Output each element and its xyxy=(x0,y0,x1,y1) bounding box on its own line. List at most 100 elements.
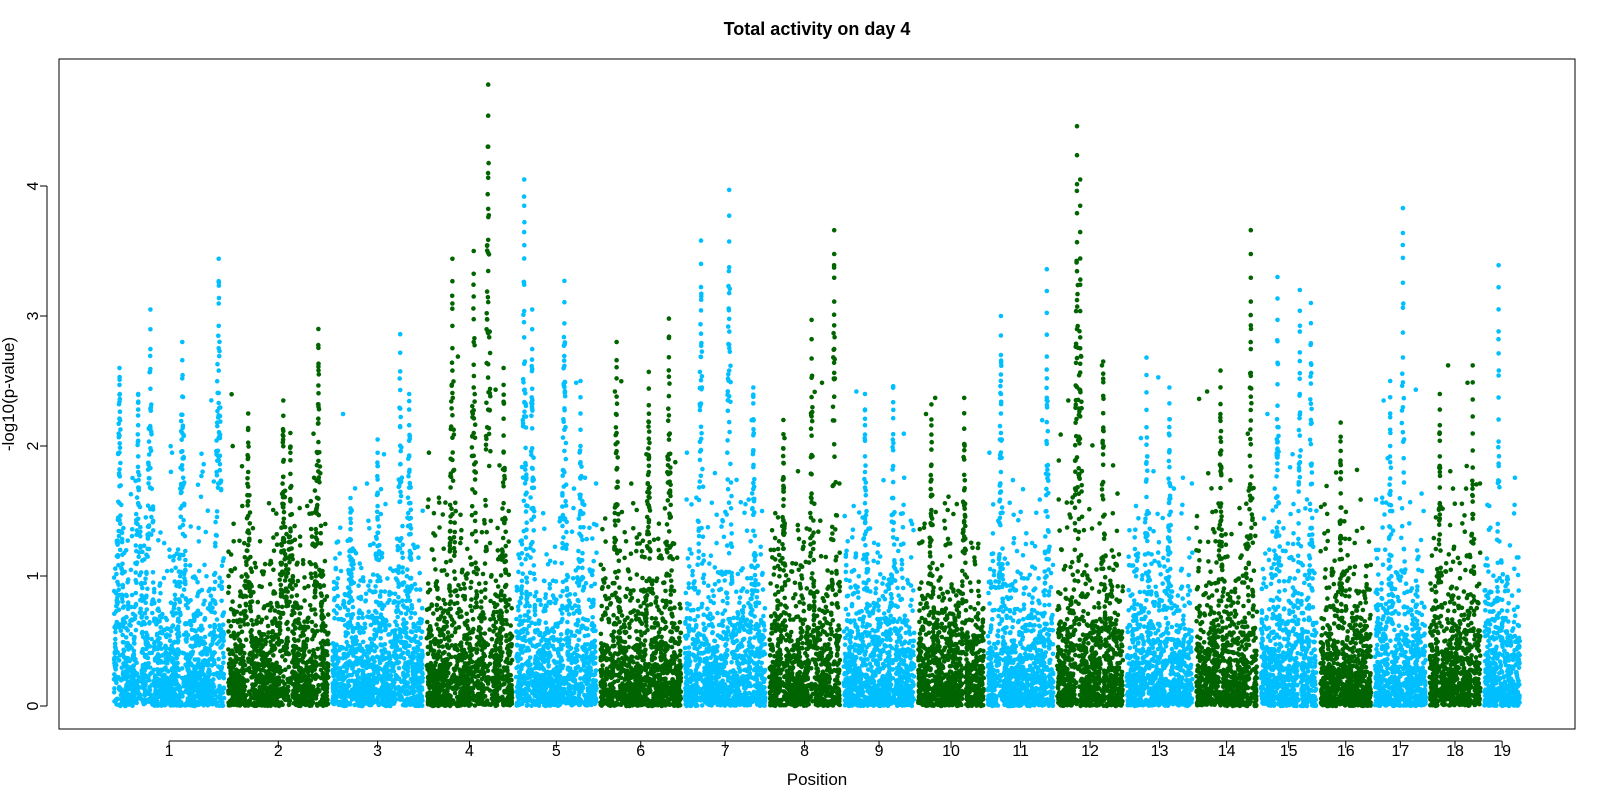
data-point xyxy=(194,633,200,639)
data-point xyxy=(200,639,205,644)
data-point xyxy=(405,635,411,640)
data-point xyxy=(158,590,163,596)
data-point xyxy=(392,591,398,597)
data-point xyxy=(226,680,231,685)
data-point xyxy=(116,658,122,663)
data-point xyxy=(116,607,122,612)
data-point xyxy=(312,664,318,670)
data-point xyxy=(366,609,372,614)
data-point xyxy=(221,685,227,691)
data-point xyxy=(202,634,208,640)
data-point xyxy=(313,562,318,567)
data-point xyxy=(264,652,270,658)
data-point xyxy=(148,307,153,312)
data-point xyxy=(370,701,375,706)
data-point xyxy=(146,524,152,530)
data-point xyxy=(352,681,358,687)
data-point xyxy=(220,650,226,656)
data-point xyxy=(198,697,203,702)
data-point xyxy=(309,534,315,539)
data-point xyxy=(136,399,141,405)
data-point xyxy=(286,679,291,685)
data-point xyxy=(470,616,476,622)
data-point xyxy=(356,667,362,673)
data-point xyxy=(199,451,204,457)
data-point xyxy=(253,682,258,688)
data-point xyxy=(365,614,370,619)
data-point xyxy=(266,670,271,676)
data-point xyxy=(375,517,380,522)
data-point xyxy=(113,667,118,672)
data-point xyxy=(294,562,300,567)
data-point xyxy=(271,548,277,553)
data-point xyxy=(205,508,211,513)
data-point xyxy=(348,537,353,542)
data-point xyxy=(128,623,133,628)
data-point xyxy=(374,615,380,621)
data-point xyxy=(152,647,157,652)
data-point xyxy=(165,668,171,674)
data-point xyxy=(379,550,385,556)
data-point xyxy=(245,528,251,533)
data-point xyxy=(172,592,178,598)
data-point xyxy=(259,569,265,574)
data-point xyxy=(356,615,361,621)
data-point xyxy=(282,578,288,583)
data-point xyxy=(213,544,218,549)
data-point xyxy=(271,667,276,673)
data-point xyxy=(177,573,183,579)
data-point xyxy=(348,547,353,553)
data-point xyxy=(407,523,413,528)
data-point xyxy=(136,554,141,560)
data-point xyxy=(351,561,356,567)
data-point xyxy=(274,511,279,516)
data-point xyxy=(166,626,171,632)
data-point xyxy=(290,682,296,687)
data-point xyxy=(230,665,235,670)
data-point xyxy=(140,681,146,686)
data-point xyxy=(212,610,217,615)
data-point xyxy=(117,484,122,489)
data-point xyxy=(406,589,412,594)
data-point xyxy=(316,345,321,351)
data-point xyxy=(177,556,182,561)
data-point xyxy=(151,600,157,605)
data-point xyxy=(247,521,253,526)
data-point xyxy=(307,603,313,608)
data-point xyxy=(221,654,226,660)
data-point xyxy=(183,568,188,573)
data-point xyxy=(245,425,251,431)
data-point xyxy=(361,630,366,635)
data-point xyxy=(117,365,122,371)
data-point xyxy=(198,687,203,692)
data-point xyxy=(169,673,175,678)
data-point xyxy=(316,477,321,483)
data-point xyxy=(450,450,456,455)
data-point xyxy=(348,650,353,656)
data-point xyxy=(256,639,261,645)
data-point xyxy=(148,386,153,392)
data-point xyxy=(373,589,378,595)
data-point xyxy=(290,691,296,697)
data-point xyxy=(217,467,223,473)
data-point xyxy=(212,661,217,667)
data-point xyxy=(407,480,413,486)
data-point xyxy=(373,690,379,696)
data-point xyxy=(235,677,240,682)
data-point xyxy=(400,570,406,575)
data-point xyxy=(302,575,307,580)
data-point xyxy=(161,540,167,546)
data-point xyxy=(359,565,364,571)
data-point xyxy=(379,686,385,692)
data-point xyxy=(406,473,411,479)
data-point xyxy=(408,575,414,581)
data-point xyxy=(331,579,337,585)
data-point xyxy=(295,605,301,611)
data-point xyxy=(179,666,185,671)
data-point xyxy=(447,549,453,554)
chart-title: Total activity on day 4 xyxy=(724,19,911,39)
data-point xyxy=(368,636,373,642)
data-point xyxy=(281,398,286,403)
data-point xyxy=(164,689,169,694)
